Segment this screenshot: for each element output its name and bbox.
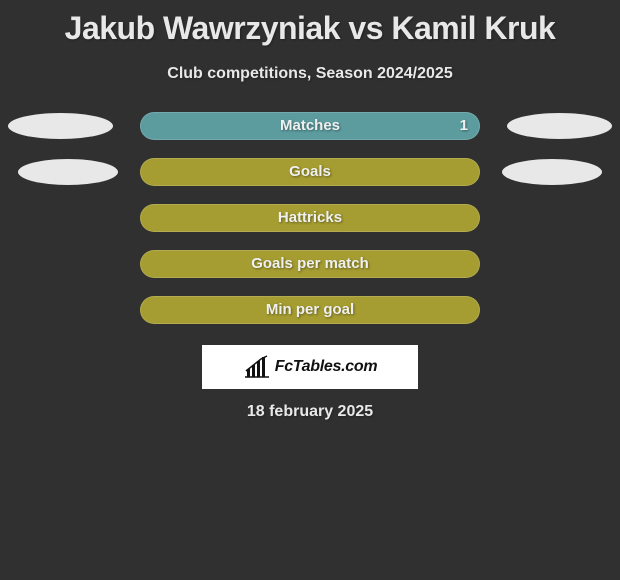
- stat-row: Hattricks: [0, 195, 620, 241]
- bar-chart-icon: [243, 355, 271, 379]
- stat-row: Goals per match: [0, 241, 620, 287]
- page-title: Jakub Wawrzyniak vs Kamil Kruk: [0, 0, 620, 47]
- stat-bar: [140, 296, 480, 324]
- player-left-ellipse: [18, 159, 118, 185]
- stat-bar: [140, 112, 480, 140]
- stat-row: Min per goal: [0, 287, 620, 333]
- stat-row: Goals: [0, 149, 620, 195]
- player-right-ellipse: [502, 159, 602, 185]
- stat-bar: [140, 204, 480, 232]
- stat-bar: [140, 250, 480, 278]
- season-subtitle: Club competitions, Season 2024/2025: [0, 65, 620, 83]
- date-label: 18 february 2025: [0, 403, 620, 421]
- player-right-ellipse: [507, 113, 612, 139]
- stat-rows: Matches1GoalsHattricksGoals per matchMin…: [0, 103, 620, 333]
- stat-value-right: 1: [460, 112, 468, 140]
- stat-row: Matches1: [0, 103, 620, 149]
- brand-logo-box: FcTables.com: [202, 345, 418, 389]
- brand-text: FcTables.com: [275, 358, 378, 376]
- stat-bar: [140, 158, 480, 186]
- player-left-ellipse: [8, 113, 113, 139]
